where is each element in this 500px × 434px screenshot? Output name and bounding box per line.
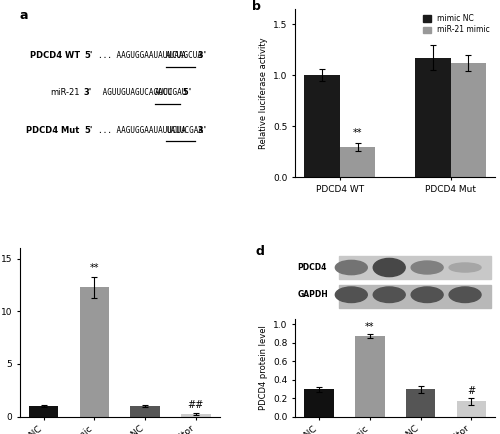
Bar <box>304 75 340 177</box>
Text: AUUCGAU: AUUCGAU <box>156 89 188 98</box>
Text: **: ** <box>353 128 362 138</box>
Text: 5': 5' <box>84 125 92 135</box>
Text: miR-21: miR-21 <box>50 89 80 98</box>
Text: PDCD4 Mut: PDCD4 Mut <box>26 125 80 135</box>
Text: ... AAGUGGAAUAUUCUA: ... AAGUGGAAUAUUCUA <box>98 51 186 60</box>
Bar <box>450 63 486 177</box>
Text: #: # <box>467 386 475 396</box>
Bar <box>415 58 450 177</box>
Text: ... AAGUGGAAUAUUCUA: ... AAGUGGAAUAUUCUA <box>98 125 186 135</box>
Y-axis label: PDCD4 protein level: PDCD4 protein level <box>259 326 268 411</box>
Ellipse shape <box>449 287 481 302</box>
Bar <box>130 406 160 417</box>
Bar <box>340 285 491 308</box>
Text: ##: ## <box>188 400 204 410</box>
Bar <box>304 389 334 417</box>
Ellipse shape <box>411 261 443 274</box>
Ellipse shape <box>374 258 405 276</box>
Text: 3': 3' <box>84 89 92 98</box>
Text: PDCD4: PDCD4 <box>298 263 327 272</box>
Bar <box>406 389 435 417</box>
Bar <box>181 414 210 417</box>
Text: b: b <box>252 0 260 13</box>
Text: AGUUGUAGUCAGACU: AGUUGUAGUCAGACU <box>98 89 172 98</box>
Text: 5': 5' <box>84 51 92 60</box>
Text: d: d <box>256 245 264 258</box>
Bar <box>340 256 491 279</box>
Ellipse shape <box>411 287 443 302</box>
Bar <box>355 335 384 417</box>
Text: GAPDH: GAPDH <box>298 290 328 299</box>
Text: **: ** <box>90 263 99 273</box>
Bar <box>29 406 58 417</box>
Text: UAUUCGAA: UAUUCGAA <box>166 125 203 135</box>
Y-axis label: Relative luciferase activity: Relative luciferase activity <box>259 37 268 149</box>
Ellipse shape <box>374 287 405 302</box>
Ellipse shape <box>336 287 368 302</box>
Legend: mimic NC, miR-21 mimic: mimic NC, miR-21 mimic <box>422 13 491 36</box>
Text: 3': 3' <box>195 51 206 60</box>
Ellipse shape <box>336 260 368 275</box>
Bar <box>456 401 486 417</box>
Bar <box>80 287 109 417</box>
Text: a: a <box>20 9 28 22</box>
Ellipse shape <box>449 263 481 272</box>
Text: 3': 3' <box>195 125 206 135</box>
Text: AUAAGCUA: AUAAGCUA <box>166 51 203 60</box>
Text: PDCD4 WT: PDCD4 WT <box>30 51 80 60</box>
Bar <box>340 147 376 177</box>
Text: 5': 5' <box>180 89 192 98</box>
Text: **: ** <box>365 322 374 332</box>
